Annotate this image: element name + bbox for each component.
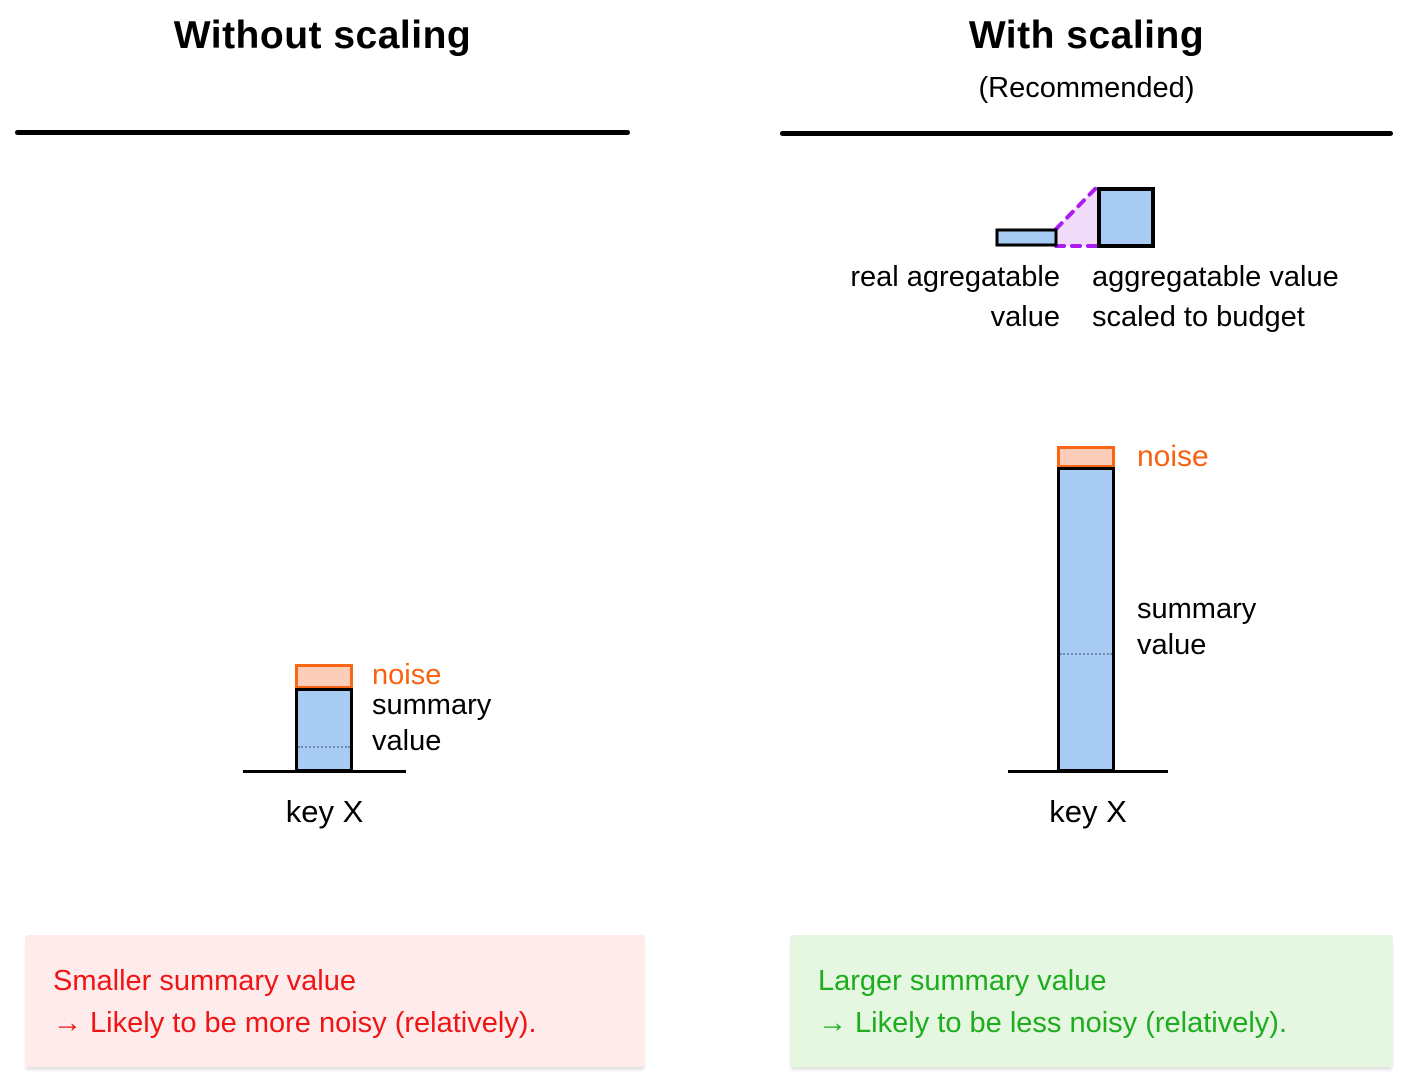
scaled-aggregatable-value-label-line1: aggregatable value	[1092, 261, 1339, 293]
right-column-divider-line	[780, 131, 1393, 136]
scaling-dashed-hypotenuse	[1054, 186, 1098, 231]
right-column-title: With scaling	[968, 14, 1205, 57]
real-aggregatable-value-bar	[995, 228, 1058, 247]
real-aggregatable-value-label-line2: value	[990, 301, 1060, 333]
right-axis-key-label: key X	[1049, 794, 1127, 829]
right-summary-bar	[1057, 467, 1115, 772]
left-callout-box: Smaller summary value → Likely to be mor…	[25, 935, 645, 1067]
right-noise-cap	[1057, 446, 1115, 468]
right-callout-box: Larger summary value → Likely to be less…	[790, 935, 1393, 1067]
left-bar-divider-line	[298, 746, 350, 748]
left-column-divider-line	[15, 130, 630, 135]
left-axis-baseline	[243, 770, 406, 773]
real-aggregatable-value-label-line1: real agregatable	[850, 261, 1060, 293]
left-summary-value-label-line1: summary	[372, 689, 492, 721]
left-axis-key-label: key X	[285, 794, 364, 829]
right-noise-label: noise	[1137, 440, 1209, 473]
left-callout-line1: Smaller summary value	[53, 965, 356, 997]
right-summary-value-label-line2: value	[1137, 629, 1207, 661]
left-callout-line2: → Likely to be more noisy (relatively).	[53, 1007, 537, 1039]
right-column-subtitle: (Recommended)	[978, 72, 1195, 104]
scaled-aggregatable-value-label-line2: scaled to budget	[1092, 301, 1305, 333]
scaling-trapezoid	[1056, 187, 1097, 246]
real-aggregatable-value-label: real agregatable value	[760, 257, 1060, 337]
right-callout-line1: Larger summary value	[818, 965, 1107, 997]
left-column-title: Without scaling	[173, 14, 472, 57]
left-summary-value-label-line2: value	[372, 725, 442, 757]
left-noise-cap	[295, 664, 353, 689]
left-summary-bar	[295, 688, 353, 772]
right-summary-value-label-line1: summary	[1137, 593, 1257, 625]
right-callout-line2: → Likely to be less noisy (relatively).	[818, 1007, 1287, 1039]
left-noise-label: noise	[372, 659, 442, 691]
right-bar-divider-line	[1060, 653, 1112, 655]
scaled-aggregatable-value-square	[1097, 187, 1155, 248]
scaling-illustration	[995, 186, 1155, 248]
right-axis-baseline	[1008, 770, 1168, 773]
scaled-aggregatable-value-label: aggregatable value scaled to budget	[1092, 257, 1339, 337]
